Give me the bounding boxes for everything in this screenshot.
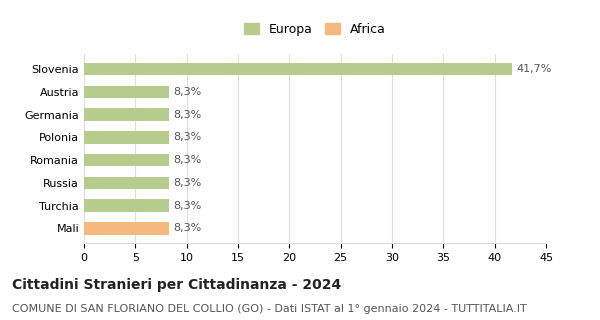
Bar — [84, 63, 512, 76]
Text: 41,7%: 41,7% — [516, 64, 551, 74]
Text: 8,3%: 8,3% — [173, 178, 202, 188]
Text: 8,3%: 8,3% — [173, 155, 202, 165]
Bar — [84, 86, 169, 98]
Text: 8,3%: 8,3% — [173, 132, 202, 142]
Legend: Europa, Africa: Europa, Africa — [240, 19, 390, 40]
Bar — [84, 199, 169, 212]
Bar — [84, 108, 169, 121]
Text: 8,3%: 8,3% — [173, 201, 202, 211]
Bar — [84, 154, 169, 166]
Bar — [84, 177, 169, 189]
Bar — [84, 222, 169, 235]
Text: 8,3%: 8,3% — [173, 110, 202, 120]
Bar — [84, 131, 169, 144]
Text: 8,3%: 8,3% — [173, 223, 202, 233]
Text: COMUNE DI SAN FLORIANO DEL COLLIO (GO) - Dati ISTAT al 1° gennaio 2024 - TUTTITA: COMUNE DI SAN FLORIANO DEL COLLIO (GO) -… — [12, 304, 527, 314]
Text: Cittadini Stranieri per Cittadinanza - 2024: Cittadini Stranieri per Cittadinanza - 2… — [12, 278, 341, 292]
Text: 8,3%: 8,3% — [173, 87, 202, 97]
